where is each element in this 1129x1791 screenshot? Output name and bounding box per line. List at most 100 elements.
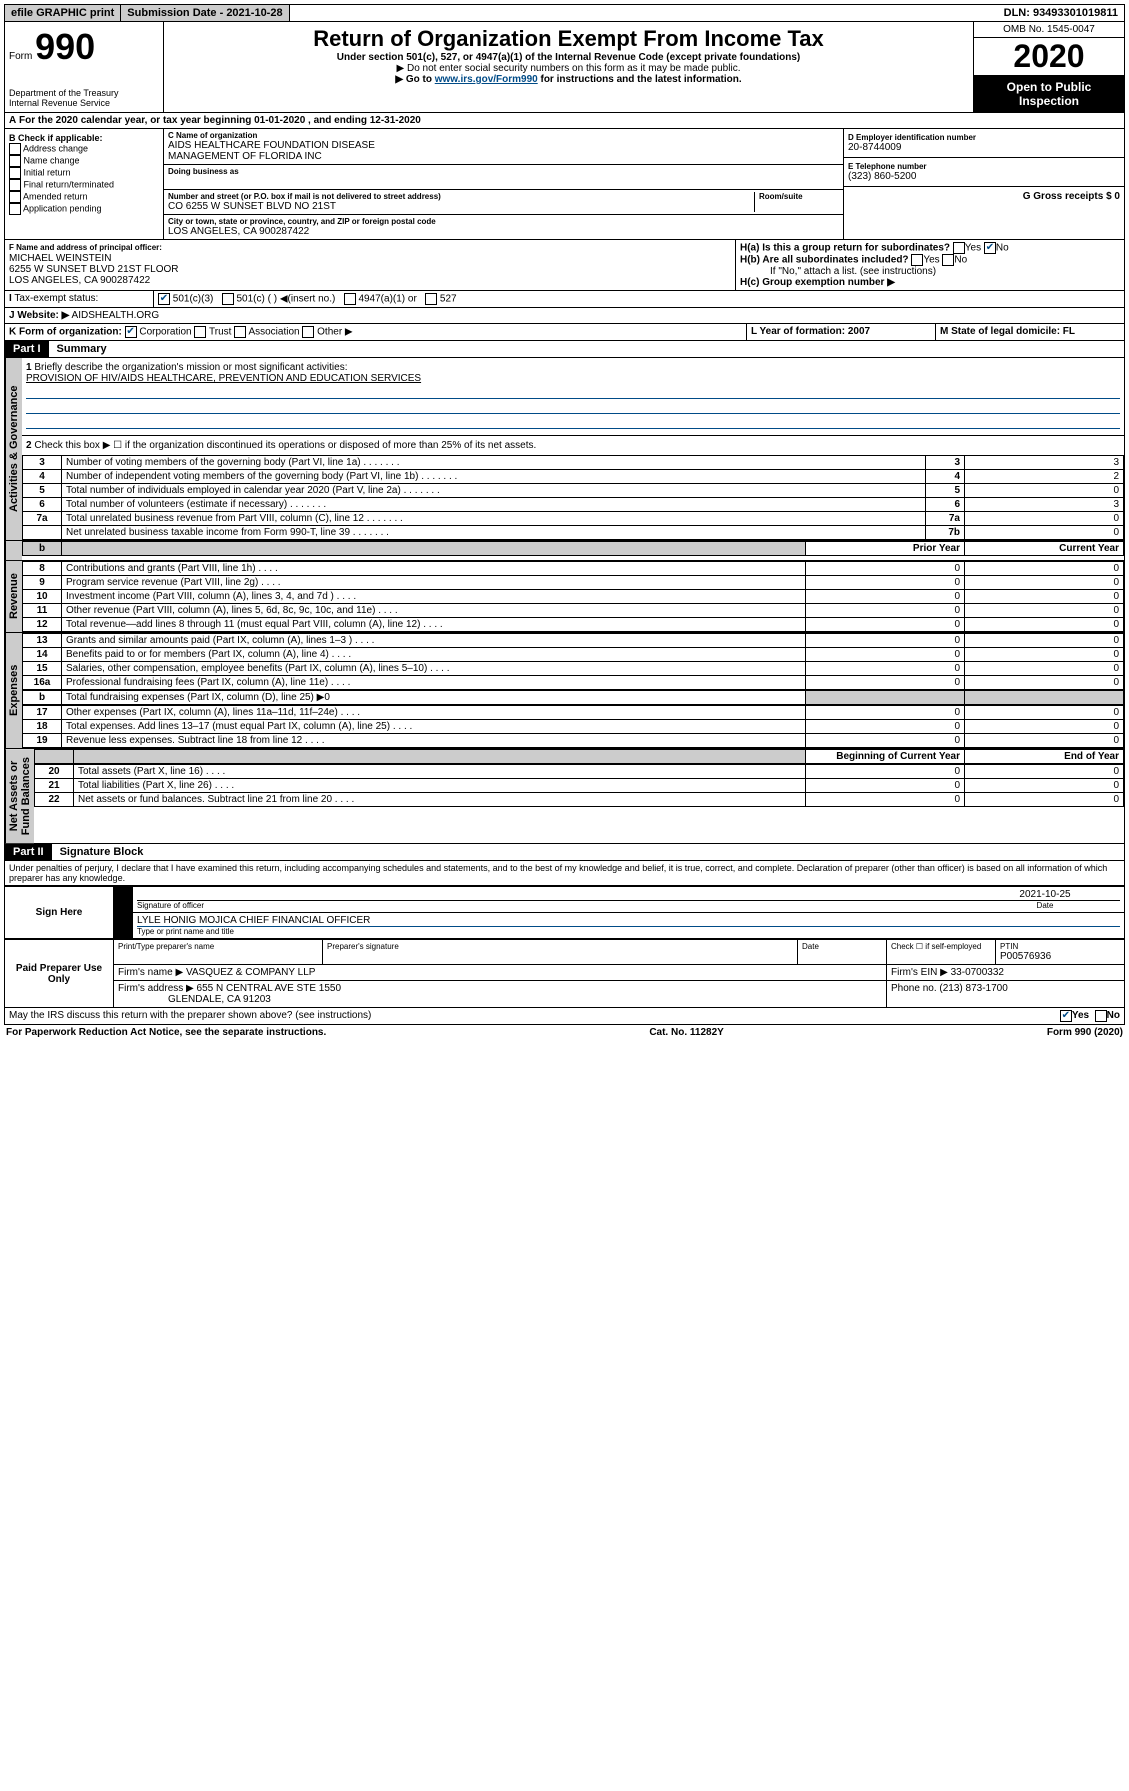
i-501c3[interactable] (158, 293, 170, 305)
part1-head: Part I (5, 341, 49, 357)
k-label: K Form of organization: (9, 327, 122, 338)
perjury-text: Under penalties of perjury, I declare th… (4, 861, 1125, 886)
line1-label: Briefly describe the organization's miss… (34, 362, 347, 373)
officer-name: MICHAEL WEINSTEIN (9, 253, 111, 264)
discuss-text: May the IRS discuss this return with the… (9, 1010, 1060, 1022)
sig-date-label: Date (970, 901, 1120, 910)
vtab-governance: Activities & Governance (5, 358, 22, 540)
sign-here-label: Sign Here (5, 887, 114, 939)
org-name: AIDS HEALTHCARE FOUNDATION DISEASE MANAG… (168, 140, 839, 162)
b-checkbox[interactable] (9, 155, 21, 167)
part2-head: Part II (5, 844, 52, 860)
footer-form: Form 990 (2020) (1047, 1027, 1123, 1038)
firm-name: VASQUEZ & COMPANY LLP (186, 967, 315, 978)
prep-date-label: Date (802, 942, 882, 951)
mission-text: PROVISION OF HIV/AIDS HEALTHCARE, PREVEN… (26, 373, 421, 384)
inspection-2: Inspection (1019, 94, 1079, 108)
col-current: Current Year (965, 542, 1124, 556)
form-title: Return of Organization Exempt From Incom… (168, 26, 969, 52)
efile-print-button[interactable]: efile GRAPHIC print (5, 5, 121, 21)
line16b: Total fundraising expenses (Part IX, col… (62, 691, 806, 705)
k-other[interactable] (302, 326, 314, 338)
b-checkbox[interactable] (9, 191, 21, 203)
i-527[interactable] (425, 293, 437, 305)
ptin-label: PTIN (1000, 942, 1120, 951)
line2-text: Check this box ▶ ☐ if the organization d… (34, 440, 536, 451)
sig-officer-label: Signature of officer (137, 901, 970, 910)
form-number: 990 (35, 26, 95, 67)
ptin-value: P00576936 (1000, 951, 1120, 962)
vtab-netassets: Net Assets or Fund Balances (5, 749, 34, 843)
part1-title: Summary (49, 343, 107, 355)
footer-cat: Cat. No. 11282Y (649, 1027, 723, 1038)
room-label: Room/suite (759, 192, 839, 201)
hb-no[interactable] (942, 254, 954, 266)
firm-phone: (213) 873-1700 (939, 983, 1007, 994)
submission-date-button[interactable]: Submission Date - 2021-10-28 (121, 5, 289, 21)
prep-sig-label: Preparer's signature (327, 942, 793, 951)
firm-ein-label: Firm's EIN ▶ (891, 967, 948, 978)
officer-addr1: 6255 W SUNSET BLVD 21ST FLOOR (9, 264, 179, 275)
discuss-no[interactable] (1095, 1010, 1107, 1022)
org-city: LOS ANGELES, CA 900287422 (168, 226, 839, 237)
firm-addr-label: Firm's address ▶ (118, 983, 194, 994)
omb-number: OMB No. 1545-0047 (974, 22, 1124, 38)
hb-yes[interactable] (911, 254, 923, 266)
b-checkbox[interactable] (9, 179, 21, 191)
inspection-1: Open to Public (1007, 80, 1092, 94)
k-corp[interactable] (125, 326, 137, 338)
goto-pre: ▶ Go to (395, 74, 434, 85)
col-end: End of Year (965, 750, 1124, 764)
hb-label: H(b) Are all subordinates included? (740, 255, 909, 266)
prep-name-label: Print/Type preparer's name (118, 942, 318, 951)
firm-name-label: Firm's name ▶ (118, 967, 183, 978)
addr-label: Number and street (or P.O. box if mail i… (168, 192, 754, 201)
sig-date: 2021-10-25 (970, 889, 1120, 900)
firm-addr2: GLENDALE, CA 91203 (168, 994, 271, 1005)
ha-no[interactable] (984, 242, 996, 254)
d-label: D Employer identification number (848, 133, 1120, 142)
b-checkbox[interactable] (9, 143, 21, 155)
i-label: Tax-exempt status: (14, 293, 98, 304)
firm-ein: 33-0700332 (951, 967, 1004, 978)
discuss-yes[interactable] (1060, 1010, 1072, 1022)
b-checkbox[interactable] (9, 167, 21, 179)
i-4947[interactable] (344, 293, 356, 305)
irs-link[interactable]: www.irs.gov/Form990 (435, 74, 538, 85)
dln-text: DLN: 93493301019811 (998, 5, 1124, 21)
part2-title: Signature Block (52, 846, 144, 858)
officer-typed: LYLE HONIG MOJICA CHIEF FINANCIAL OFFICE… (137, 915, 1120, 927)
firm-addr1: 655 N CENTRAL AVE STE 1550 (197, 983, 342, 994)
ha-yes[interactable] (953, 242, 965, 254)
k-trust[interactable] (194, 326, 206, 338)
subtitle-1: Under section 501(c), 527, or 4947(a)(1)… (168, 52, 969, 63)
vtab-revenue: Revenue (5, 561, 22, 632)
b-checkbox[interactable] (9, 203, 21, 215)
phone-value: (323) 860-5200 (848, 171, 1120, 182)
website-value: AIDSHEALTH.ORG (72, 310, 160, 321)
form-word: Form (9, 51, 32, 62)
l-label: L Year of formation: 2007 (751, 326, 870, 337)
line-a: A For the 2020 calendar year, or tax yea… (5, 113, 425, 128)
footer-pra: For Paperwork Reduction Act Notice, see … (6, 1027, 326, 1038)
city-label: City or town, state or province, country… (168, 217, 839, 226)
org-address: CO 6255 W SUNSET BLVD NO 21ST (168, 201, 754, 212)
i-501c[interactable] (222, 293, 234, 305)
e-label: E Telephone number (848, 162, 1120, 171)
vtab-expenses: Expenses (5, 633, 22, 748)
c-label: C Name of organization (168, 131, 839, 140)
self-employed-check[interactable]: Check ☐ if self-employed (887, 940, 996, 965)
dba-label: Doing business as (168, 167, 839, 176)
k-assoc[interactable] (234, 326, 246, 338)
b-opts: Address change Name change Initial retur… (9, 143, 159, 215)
g-label: G Gross receipts $ 0 (1023, 191, 1120, 202)
j-label: Website: ▶ (17, 310, 69, 321)
col-prior: Prior Year (806, 542, 965, 556)
officer-addr2: LOS ANGELES, CA 900287422 (9, 275, 150, 286)
h-note: If "No," attach a list. (see instruction… (740, 266, 1120, 277)
b-title: B Check if applicable: (9, 133, 159, 143)
col-beginning: Beginning of Current Year (806, 750, 965, 764)
f-label: F Name and address of principal officer: (9, 243, 162, 252)
ein-value: 20-8744009 (848, 142, 1120, 153)
ha-label: H(a) Is this a group return for subordin… (740, 243, 950, 254)
